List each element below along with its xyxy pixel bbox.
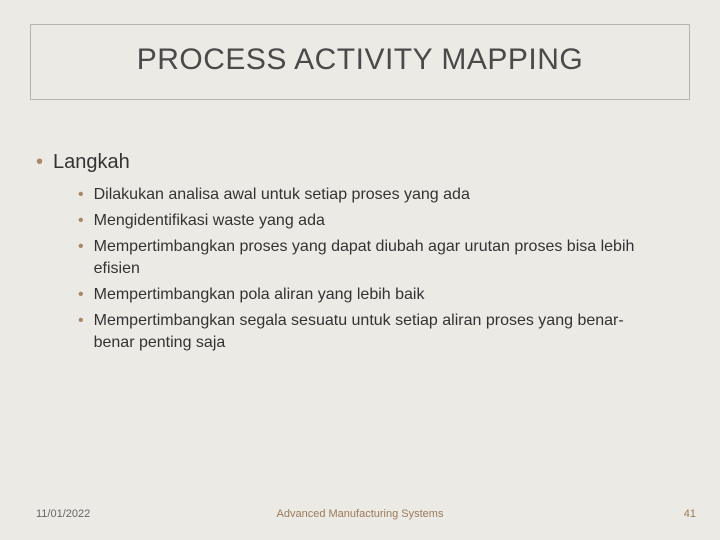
footer-title: Advanced Manufacturing Systems (0, 508, 720, 520)
list-item: • Mempertimbangkan proses yang dapat diu… (78, 236, 690, 280)
sub-item-text: Mempertimbangkan proses yang dapat diuba… (94, 236, 654, 280)
sub-item-text: Mempertimbangkan pola aliran yang lebih … (94, 284, 425, 306)
sub-item-text: Mempertimbangkan segala sesuatu untuk se… (94, 310, 654, 354)
bullet-icon: • (78, 236, 84, 258)
list-item: • Mempertimbangkan segala sesuatu untuk … (78, 310, 690, 354)
sublist: • Dilakukan analisa awal untuk setiap pr… (78, 184, 690, 354)
bullet-icon: • (36, 150, 43, 174)
sub-item-text: Dilakukan analisa awal untuk setiap pros… (94, 184, 470, 206)
list-item: • Dilakukan analisa awal untuk setiap pr… (78, 184, 690, 206)
bullet-icon: • (78, 310, 84, 332)
sub-item-text: Mengidentifikasi waste yang ada (94, 210, 325, 232)
bullet-icon: • (78, 284, 84, 306)
list-item: • Mengidentifikasi waste yang ada (78, 210, 690, 232)
list-item: • Mempertimbangkan pola aliran yang lebi… (78, 284, 690, 306)
list-heading: Langkah (53, 150, 130, 174)
list-item: • Langkah (30, 150, 690, 174)
bullet-icon: • (78, 184, 84, 206)
bullet-icon: • (78, 210, 84, 232)
title-container: PROCESS ACTIVITY MAPPING (30, 24, 690, 100)
slide-title: PROCESS ACTIVITY MAPPING (41, 43, 679, 77)
slide-footer: 11/01/2022 Advanced Manufacturing System… (0, 500, 720, 520)
page-number: 41 (684, 508, 696, 520)
content-area: • Langkah • Dilakukan analisa awal untuk… (30, 150, 690, 358)
